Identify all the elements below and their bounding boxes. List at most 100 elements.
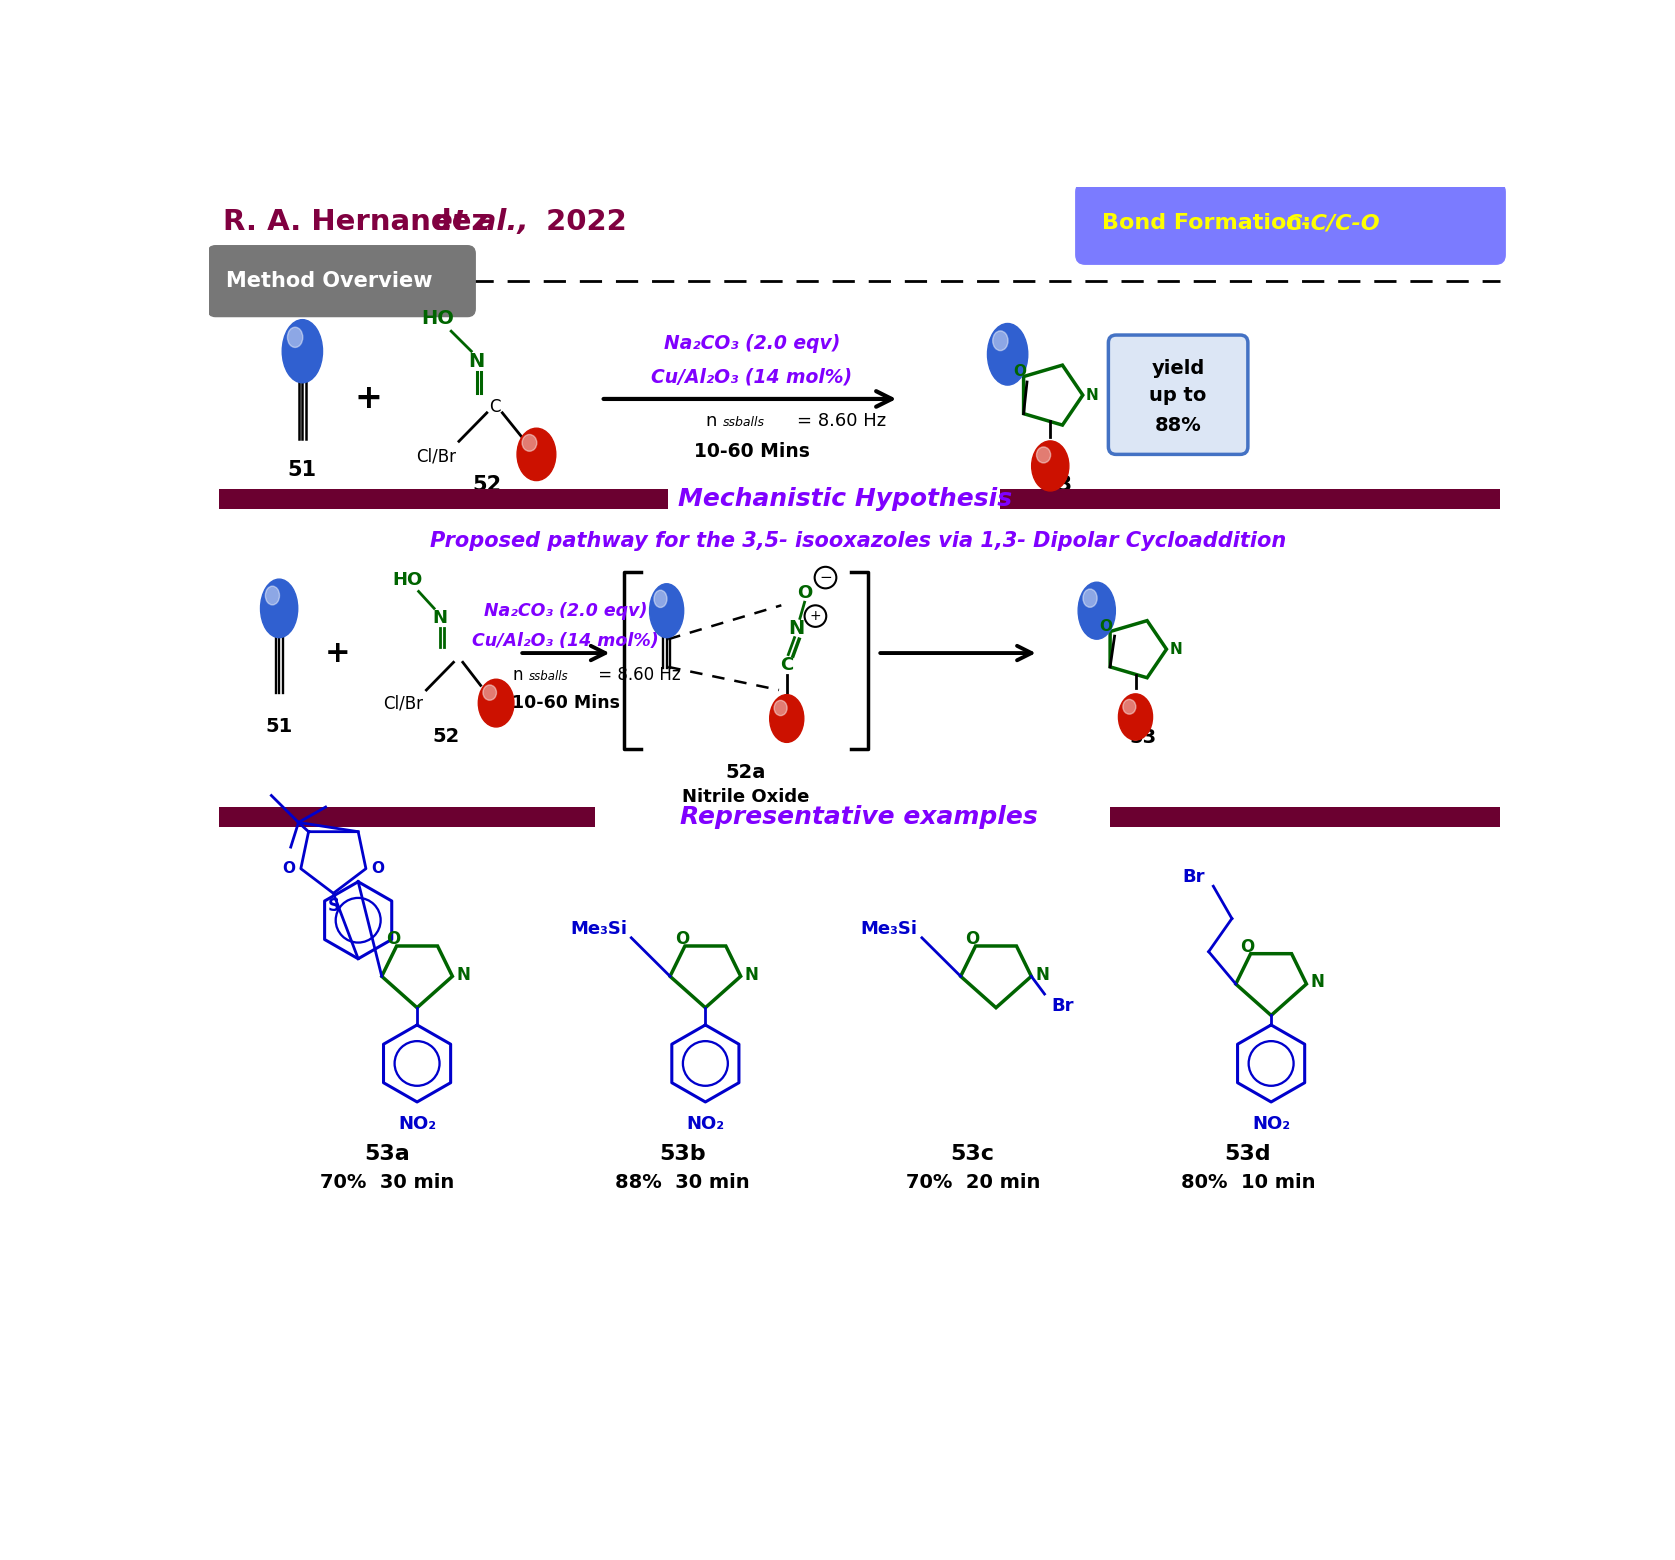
Text: Cu/Al₂O₃ (14 mol%): Cu/Al₂O₃ (14 mol%) [472,632,660,651]
Ellipse shape [261,579,298,638]
Ellipse shape [988,323,1028,385]
Text: Mechanistic Hypothesis: Mechanistic Hypothesis [678,487,1012,512]
Text: +: + [325,638,350,668]
Ellipse shape [288,328,303,348]
Ellipse shape [1037,446,1050,463]
Text: ssballs: ssballs [722,417,764,429]
FancyBboxPatch shape [219,807,595,827]
Ellipse shape [1122,699,1136,714]
Ellipse shape [281,320,323,382]
Text: n: n [513,666,523,683]
FancyBboxPatch shape [219,488,668,509]
Text: Cu/Al₂O₃ (14 mol%): Cu/Al₂O₃ (14 mol%) [652,368,853,387]
Text: N: N [1085,387,1099,402]
Text: 53c: 53c [951,1143,995,1164]
Ellipse shape [482,685,496,700]
Text: C: C [489,398,501,415]
Text: Na₂CO₃ (2.0 eqv): Na₂CO₃ (2.0 eqv) [663,334,841,353]
Text: Br: Br [1183,867,1204,886]
Text: N: N [469,353,484,371]
Text: N: N [456,966,471,984]
Text: 2022: 2022 [536,207,626,236]
Text: 51: 51 [266,716,293,736]
Text: ssballs: ssballs [529,671,568,683]
Text: Bond Formation:: Bond Formation: [1102,214,1318,234]
Text: N: N [1169,641,1183,657]
Text: N: N [1035,966,1049,984]
Text: Br: Br [1052,997,1074,1014]
Text: = 8.60 Hz: = 8.60 Hz [797,412,886,429]
Text: 70%  20 min: 70% 20 min [906,1173,1040,1192]
Ellipse shape [1084,590,1097,607]
Ellipse shape [479,679,514,727]
Ellipse shape [523,435,536,451]
Text: N: N [1310,973,1325,992]
Text: et al.,: et al., [432,207,528,236]
Text: O: O [1013,365,1027,379]
Text: O: O [283,861,296,877]
Ellipse shape [1079,582,1116,640]
Text: Method Overview: Method Overview [226,271,432,292]
Text: O: O [797,583,812,602]
FancyBboxPatch shape [1111,807,1499,827]
Ellipse shape [774,700,787,716]
Text: 52a: 52a [725,763,765,782]
Text: up to: up to [1149,385,1206,404]
Text: 88%  30 min: 88% 30 min [615,1173,749,1192]
FancyBboxPatch shape [1075,183,1506,264]
Text: 70%  30 min: 70% 30 min [320,1173,454,1192]
Text: Representative examples: Representative examples [680,805,1037,828]
Text: 53a: 53a [365,1143,410,1164]
Text: 53: 53 [1044,476,1072,495]
Text: C: C [781,655,794,674]
Text: 10-60 Mins: 10-60 Mins [513,694,620,711]
Text: yield: yield [1151,359,1204,378]
Text: Proposed pathway for the 3,5- isooxazoles via 1,3- Dipolar Cycloaddition: Proposed pathway for the 3,5- isooxazole… [430,532,1286,551]
FancyBboxPatch shape [1000,488,1499,509]
Text: O: O [675,930,688,948]
Ellipse shape [265,587,280,605]
Text: 52: 52 [472,476,501,495]
Text: n: n [705,412,717,429]
Text: 52: 52 [432,727,459,746]
Text: N: N [432,610,447,627]
Text: O: O [1100,619,1112,635]
Text: 53d: 53d [1224,1143,1271,1164]
FancyBboxPatch shape [1109,335,1248,454]
Text: Cl/Br: Cl/Br [384,694,424,711]
Text: 88%: 88% [1154,415,1201,435]
Text: NO₂: NO₂ [399,1114,436,1133]
Text: Me₃Si: Me₃Si [861,919,918,938]
Text: R. A. Hernandez: R. A. Hernandez [223,207,499,236]
Text: 53: 53 [1129,729,1157,747]
Ellipse shape [653,590,667,607]
Text: +: + [809,608,821,622]
Text: 51: 51 [288,460,317,480]
Text: Na₂CO₃ (2.0 eqv): Na₂CO₃ (2.0 eqv) [484,602,648,619]
Ellipse shape [1119,694,1152,739]
Text: O: O [387,930,400,948]
Text: Nitrile Oxide: Nitrile Oxide [682,788,809,807]
Text: 53b: 53b [658,1143,705,1164]
Ellipse shape [993,331,1008,351]
Text: NO₂: NO₂ [687,1114,724,1133]
Text: Cl/Br: Cl/Br [415,448,456,466]
Text: N: N [745,966,759,984]
Text: = 8.60 Hz: = 8.60 Hz [593,666,680,683]
Text: O: O [965,930,980,948]
Text: O: O [372,861,384,877]
Ellipse shape [1032,441,1069,491]
Text: Me₃Si: Me₃Si [570,919,626,938]
Text: −: − [819,569,832,585]
Ellipse shape [518,427,556,480]
Text: O: O [1241,938,1255,956]
Text: NO₂: NO₂ [1253,1114,1290,1133]
Text: 10-60 Mins: 10-60 Mins [693,441,809,460]
Text: HO: HO [392,571,422,588]
Text: S: S [327,897,340,914]
Ellipse shape [650,583,683,638]
Text: N: N [789,619,806,638]
Text: 80%  10 min: 80% 10 min [1181,1173,1315,1192]
Ellipse shape [770,694,804,743]
Text: +: + [355,382,382,415]
